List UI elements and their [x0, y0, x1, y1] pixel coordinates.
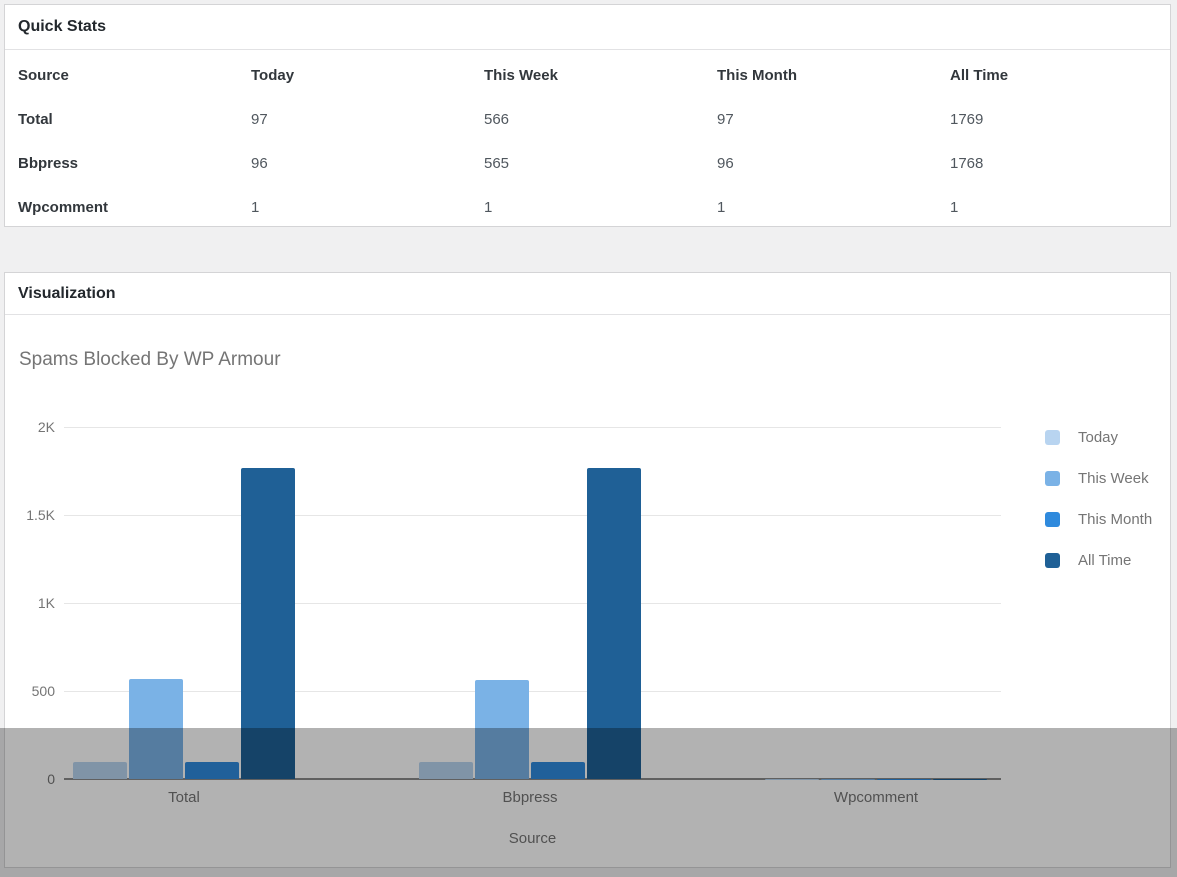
cell-value: 1	[717, 198, 726, 216]
cell-value: 97	[251, 110, 268, 128]
legend-item-all-time[interactable]: All Time	[1045, 552, 1152, 569]
y-tick-label: 1K	[37, 595, 55, 611]
gridline	[64, 515, 1001, 516]
row-label-wpcomment: Wpcomment	[18, 198, 108, 216]
cell-value: 1	[251, 198, 260, 216]
legend-swatch-icon	[1045, 471, 1060, 486]
table-row: Total 97 566 97 1769	[5, 97, 1170, 141]
quick-stats-table: Source Today This Week This Month All Ti…	[5, 50, 1170, 229]
bar-bbpress-today[interactable]	[419, 762, 473, 779]
legend-item-this-month[interactable]: This Month	[1045, 511, 1152, 528]
bar-total-this-week[interactable]	[129, 679, 183, 779]
bar-group-bbpress	[419, 467, 641, 779]
gridline	[64, 691, 1001, 692]
x-tick-label-bbpress: Bbpress	[502, 789, 558, 806]
y-tick-label: 2K	[37, 419, 55, 435]
column-header-source: Source	[18, 66, 69, 84]
visualization-title: Visualization	[18, 284, 116, 302]
cell-value: 97	[717, 110, 734, 128]
table-row: Bbpress 96 565 96 1768	[5, 141, 1170, 185]
column-header-this-week: This Week	[484, 66, 558, 84]
table-header-row: Source Today This Week This Month All Ti…	[5, 50, 1170, 97]
bar-total-this-month[interactable]	[185, 761, 239, 779]
legend-label: This Month	[1078, 511, 1153, 528]
gridline	[64, 427, 1001, 428]
legend-swatch-icon	[1045, 430, 1060, 445]
quick-stats-panel: Quick Stats Source Today This Week This …	[4, 4, 1171, 227]
bar-bbpress-all-time[interactable]	[587, 467, 641, 779]
chart-title: Spams Blocked By WP Armour	[19, 349, 281, 370]
bar-group-total	[73, 467, 295, 779]
x-tick-label-total: Total	[168, 789, 200, 806]
cell-value: 566	[484, 110, 510, 128]
legend-label: This Week	[1078, 470, 1149, 487]
legend-item-this-week[interactable]: This Week	[1045, 470, 1152, 487]
cell-value: 96	[717, 154, 734, 172]
column-header-all-time: All Time	[950, 66, 1009, 84]
bar-bbpress-this-week[interactable]	[475, 679, 529, 779]
cell-value: 1768	[950, 154, 984, 172]
gridline	[64, 603, 1001, 604]
y-tick-label: 500	[31, 683, 55, 699]
row-label-total: Total	[18, 110, 53, 128]
x-tick-label-wpcomment: Wpcomment	[833, 789, 919, 806]
legend-label: Today	[1078, 429, 1119, 446]
legend-item-today[interactable]: Today	[1045, 429, 1152, 446]
column-header-today: Today	[251, 66, 295, 84]
legend-swatch-icon	[1045, 553, 1060, 568]
y-tick-label: 0	[47, 771, 55, 787]
legend-swatch-icon	[1045, 512, 1060, 527]
visualization-header: Visualization	[5, 273, 1170, 315]
x-axis-line	[64, 778, 1001, 780]
cell-value: 96	[251, 154, 268, 172]
bar-bbpress-this-month[interactable]	[531, 762, 585, 779]
bar-total-all-time[interactable]	[241, 467, 295, 779]
cell-value: 1769	[950, 110, 984, 128]
column-header-this-month: This Month	[717, 66, 797, 84]
bar-total-today[interactable]	[73, 761, 127, 779]
cell-value: 565	[484, 154, 510, 172]
cell-value: 1	[950, 198, 959, 216]
legend-label: All Time	[1078, 552, 1132, 569]
dim-overlay	[0, 728, 1177, 877]
y-tick-label: 1.5K	[26, 507, 55, 523]
quick-stats-title: Quick Stats	[18, 18, 107, 35]
bar-chart-plot-area: Source 0 500 1K 1.5K 2K Total Bbpress Wpcomment	[26, 419, 1001, 847]
chart-legend: Today This Week This Month All Time	[1045, 429, 1152, 593]
table-row: Wpcomment 1 1 1 1	[5, 185, 1170, 229]
cell-value: 1	[484, 198, 493, 216]
x-axis-title: Source	[508, 830, 557, 847]
row-label-bbpress: Bbpress	[18, 154, 79, 172]
visualization-panel: Visualization Spams Blocked By WP Armour…	[4, 272, 1171, 868]
quick-stats-header: Quick Stats	[5, 5, 1170, 50]
